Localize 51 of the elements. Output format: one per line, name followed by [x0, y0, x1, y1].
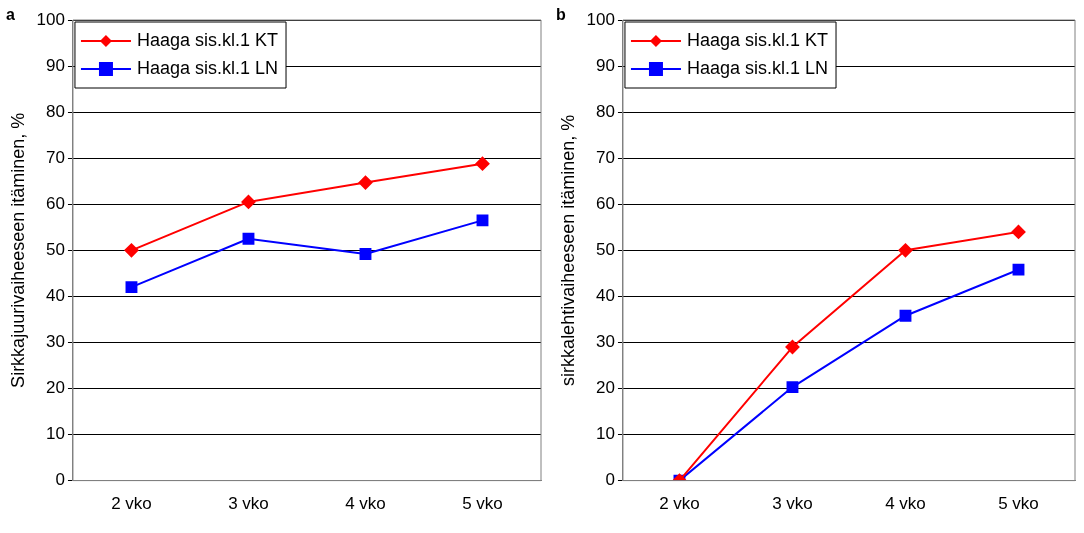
y-tick-label: 30: [596, 332, 615, 352]
y-tick-label: 90: [596, 55, 615, 75]
point: [358, 175, 373, 190]
y-tick-label: 80: [46, 101, 65, 121]
x-tick-label: 3 vko: [228, 494, 269, 514]
point: [476, 214, 489, 227]
y-tick-label: 20: [596, 378, 615, 398]
x-tick-label: 4 vko: [345, 494, 386, 514]
x-tick-label: 2 vko: [659, 494, 700, 514]
y-axis-title: Sirkkajuurivaiheeseen itäminen, %: [7, 112, 28, 388]
x-tick-label: 3 vko: [772, 494, 813, 514]
point: [125, 281, 138, 294]
point: [785, 340, 800, 355]
y-tick-label: 70: [46, 147, 65, 167]
text: a: [6, 6, 15, 24]
point: [898, 243, 913, 258]
point: [475, 156, 490, 171]
point: [242, 232, 255, 245]
point: [1011, 224, 1026, 239]
y-tick-label: 30: [46, 332, 65, 352]
x-tick-label: 4 vko: [885, 494, 926, 514]
y-tick-label: 60: [596, 193, 615, 213]
y-tick-label: 0: [55, 470, 65, 490]
y-tick-label: 40: [46, 286, 65, 306]
y-axis-title: sirkkalehtivaiheeseen itäminen, %: [557, 114, 578, 386]
legend-label: Haaga sis.kl.1 KT: [686, 29, 829, 50]
legend-label: Haaga sis.kl.1 LN: [136, 57, 279, 78]
point: [899, 309, 912, 322]
y-tick-label: 100: [36, 9, 65, 29]
y-tick-label: 10: [596, 424, 615, 444]
y-tick-label: 0: [605, 470, 615, 490]
y-tick-label: 50: [46, 239, 65, 259]
y-tick-label: 100: [586, 9, 615, 29]
x-tick-label: 5 vko: [998, 494, 1039, 514]
y-tick-label: 70: [596, 147, 615, 167]
point: [124, 243, 139, 258]
y-tick-label: 80: [596, 101, 615, 121]
point: [1012, 263, 1025, 276]
x-tick-label: 2 vko: [111, 494, 152, 514]
text: b: [556, 6, 566, 24]
legend-label: Haaga sis.kl.1 KT: [136, 29, 279, 50]
y-tick-label: 50: [596, 239, 615, 259]
x-tick-label: 5 vko: [462, 494, 503, 514]
y-tick-label: 10: [46, 424, 65, 444]
y-tick-label: 40: [596, 286, 615, 306]
y-tick-label: 20: [46, 378, 65, 398]
point: [359, 248, 372, 260]
point: [241, 194, 256, 209]
y-tick-label: 90: [46, 55, 65, 75]
legend-label: Haaga sis.kl.1 LN: [686, 57, 829, 78]
y-tick-label: 60: [46, 193, 65, 213]
